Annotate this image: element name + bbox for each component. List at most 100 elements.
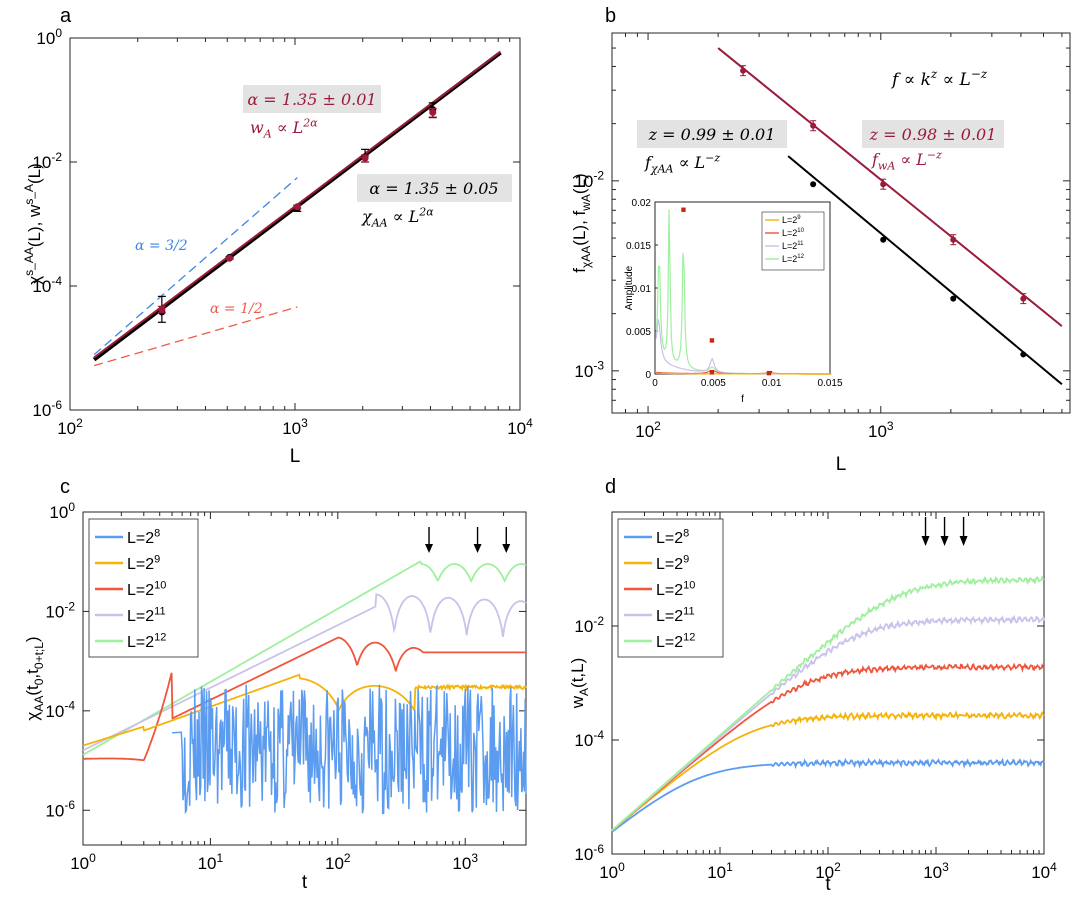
inset-curve-L9	[656, 372, 832, 375]
x-tick-label: 104​	[1031, 860, 1057, 882]
inset-x-label: f	[741, 394, 744, 405]
y-tick-label: 10-4​	[574, 728, 604, 750]
y-tick-label: 10-6​	[32, 398, 62, 420]
annotation-box-fw	[862, 120, 1004, 148]
x-axis-label: t	[825, 874, 831, 895]
annotation-alpha-3-2: α = 3/2	[135, 238, 188, 254]
curve-L12	[82, 560, 527, 756]
inset-y-label: Amplitude	[624, 265, 635, 310]
data-point-f_wA	[880, 181, 887, 188]
x-tick-label: 102​	[815, 860, 841, 882]
x-tick-label: 103​	[868, 419, 894, 441]
x-tick-label: 100​	[599, 860, 625, 882]
annotation-w-alpha: α = 1.35 ± 0.01	[247, 90, 376, 109]
inset-legend-label: L=211​	[782, 241, 804, 251]
x-tick-label: 104​	[507, 416, 533, 438]
legend-label: L=210​	[127, 579, 166, 599]
curve-L=2^8	[611, 757, 1045, 833]
annotation-box-fchi	[637, 120, 787, 148]
y-tick-label: 10-2​	[32, 150, 62, 172]
x-axis-label: L	[290, 446, 301, 467]
arrow-head	[921, 536, 930, 546]
legend-label: L=28​	[127, 527, 160, 547]
inset-legend-label: L=210​	[782, 228, 805, 238]
x-axis-label: L	[836, 454, 847, 475]
panel-a: 102​ 103​ 104​ 10-6​ 10-4​ 10-2​ 100​ α = 1.35 …	[22, 26, 533, 467]
panel-d: 100​ 101​ 102​ 103​ 104​ 10-6​ 10-4​ 10-2​ L=28​…	[568, 511, 1057, 895]
arrow-head	[502, 544, 511, 553]
legend-label: L=29​	[656, 553, 689, 573]
x-tick-label: 103​	[282, 416, 308, 438]
y-tick-label: 10-3​	[574, 359, 604, 381]
inset-x-tick-label: 0.005	[701, 378, 726, 389]
y-tick-label: 10-2​	[574, 614, 604, 636]
x-tick-label: 102​	[635, 419, 661, 441]
inset-peak-marker	[766, 370, 772, 376]
curve-L=2^9	[611, 710, 1045, 832]
inset-y-tick-label: 0.005	[626, 327, 651, 338]
y-tick-label: 10-4​	[32, 274, 62, 296]
data-point-f_wA	[1020, 295, 1027, 302]
curve-L10	[83, 636, 526, 762]
arrow-head	[959, 536, 968, 546]
fit-line-fchi	[787, 155, 1063, 386]
inset-x-tick-label: 0.015	[817, 378, 842, 389]
annotation-chi-scaling: χAA​ ∝ L2α​	[361, 205, 434, 229]
data-point-w_A	[429, 108, 437, 116]
annotation-chi-alpha: α = 1.35 ± 0.05	[369, 179, 498, 198]
inset-legend-box	[761, 211, 825, 271]
curve-L11	[82, 593, 527, 752]
annotation-box-w	[243, 85, 381, 113]
annotation-box-chi	[357, 174, 512, 202]
annotation-chi-law: fχAA​ ∝ L−z​	[644, 151, 720, 175]
inset-legend-label: L=29​	[782, 215, 801, 225]
curve-L8	[172, 684, 527, 815]
data-point-w_A	[293, 203, 301, 211]
legend-label: L=211​	[127, 605, 166, 625]
data-point-w_A	[226, 254, 234, 262]
y-tick-label: 10-2​	[45, 599, 75, 621]
legend-label: L=211​	[656, 605, 695, 625]
x-tick-label: 101​	[198, 851, 224, 873]
panel-c: 100​ 101​ 102​ 103​ 10-6​ 10-4​ 10-2​ 100​ L=28​…	[23, 500, 527, 893]
data-point-f_χAA	[950, 295, 957, 302]
annotation-alpha-1-2: α = 1/2	[210, 301, 263, 317]
legend-label: L=212​	[656, 631, 695, 651]
arrow-head	[473, 544, 482, 553]
y-tick-label: 10-6​	[45, 798, 75, 820]
data-point-f_χAA	[810, 181, 817, 188]
legend-label: L=29​	[127, 553, 160, 573]
panel-c-frame	[82, 511, 527, 846]
panel-label-b: b	[605, 5, 616, 27]
panel-b: 102​ 103​ 10-3​ 10-2​ f ∝ kz​ ∝ L−z​ z = 0.99…	[570, 32, 1071, 475]
y-axis-label: fχAA​(L), fwA​(L)	[570, 173, 593, 272]
inset-y-tick-label: 0.01	[632, 284, 652, 295]
arrow-head	[940, 536, 949, 546]
guide-alpha-3-2	[93, 177, 298, 356]
data-point-f_wA	[950, 236, 957, 243]
annotation-w-law: fwA​ ∝ L−z​	[871, 148, 942, 172]
data-point-f_χAA	[880, 236, 887, 243]
annotation-w-z: z = 0.98 ± 0.01	[869, 125, 997, 144]
y-tick-label: 10-2​	[574, 169, 604, 191]
arrow-head	[425, 544, 434, 553]
x-tick-label: 102​	[57, 416, 83, 438]
data-point-w_A	[361, 154, 369, 162]
legend-label: L=212​	[127, 631, 166, 651]
x-tick-label: 100​	[70, 851, 96, 873]
y-tick-label: 100​	[49, 500, 75, 522]
legend-label: L=28​	[656, 527, 689, 547]
y-axis-label: χs_AA​(L), ws_A​(L)	[22, 163, 44, 285]
data-point-f_wA	[810, 122, 817, 129]
data-point-w_A	[158, 305, 166, 313]
y-axis-label: χAA​(t0​,t0+t;L​)	[23, 636, 46, 720]
panel-label-c: c	[60, 476, 70, 498]
inset-y-tick-label: 0.015	[626, 241, 651, 252]
annotation-w-scaling: wA​ ∝ L2α​	[250, 116, 318, 140]
curve-L=2^10	[611, 662, 1045, 832]
x-tick-label: 103​	[923, 860, 949, 882]
x-tick-label: 102​	[325, 851, 351, 873]
fit-line-fw	[717, 47, 1063, 327]
y-tick-label: 10-6​	[574, 842, 604, 864]
